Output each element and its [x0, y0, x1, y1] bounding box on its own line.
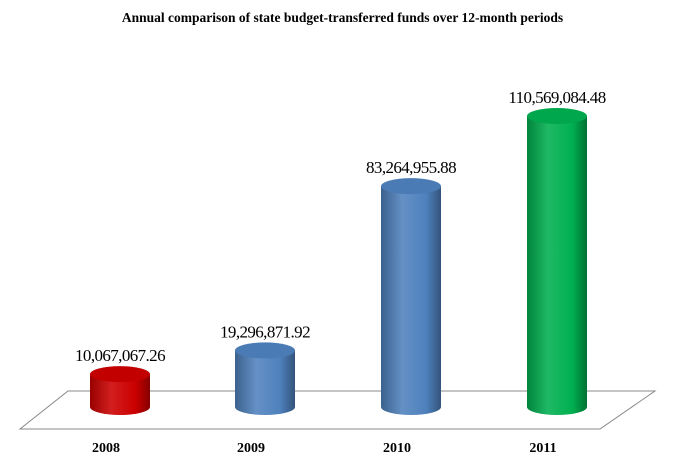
x-tick-label: 2009 [237, 441, 265, 456]
x-tick-label: 2008 [92, 441, 120, 456]
data-label: 83,264,955.88 [366, 158, 456, 177]
bars-group [90, 108, 587, 415]
bar-body [90, 374, 150, 415]
data-label: 110,569,084.48 [508, 88, 605, 107]
chart-title: Annual comparison of state budget-transf… [121, 10, 564, 25]
bar-top [90, 366, 150, 383]
x-tick-label: 2010 [383, 441, 411, 456]
bar-body [381, 186, 441, 415]
data-label: 10,067,067.26 [75, 346, 165, 365]
floor-plane [18, 390, 657, 430]
bar [527, 108, 587, 415]
bar-top [235, 342, 295, 359]
data-label: 19,296,871.92 [220, 322, 310, 341]
x-tick-label: 2011 [529, 441, 556, 456]
chart-floor [18, 390, 657, 430]
value-labels: 10,067,067.26 19,296,871.92 83,264,955.88 1… [75, 88, 606, 365]
bar-top [527, 108, 587, 124]
bar [90, 366, 150, 415]
category-labels: 2008 2009 2010 2011 [92, 441, 557, 456]
bar-body [235, 350, 295, 415]
bar [381, 178, 441, 415]
bar-top [381, 178, 441, 195]
bar-body [527, 116, 587, 415]
bar [235, 342, 295, 415]
